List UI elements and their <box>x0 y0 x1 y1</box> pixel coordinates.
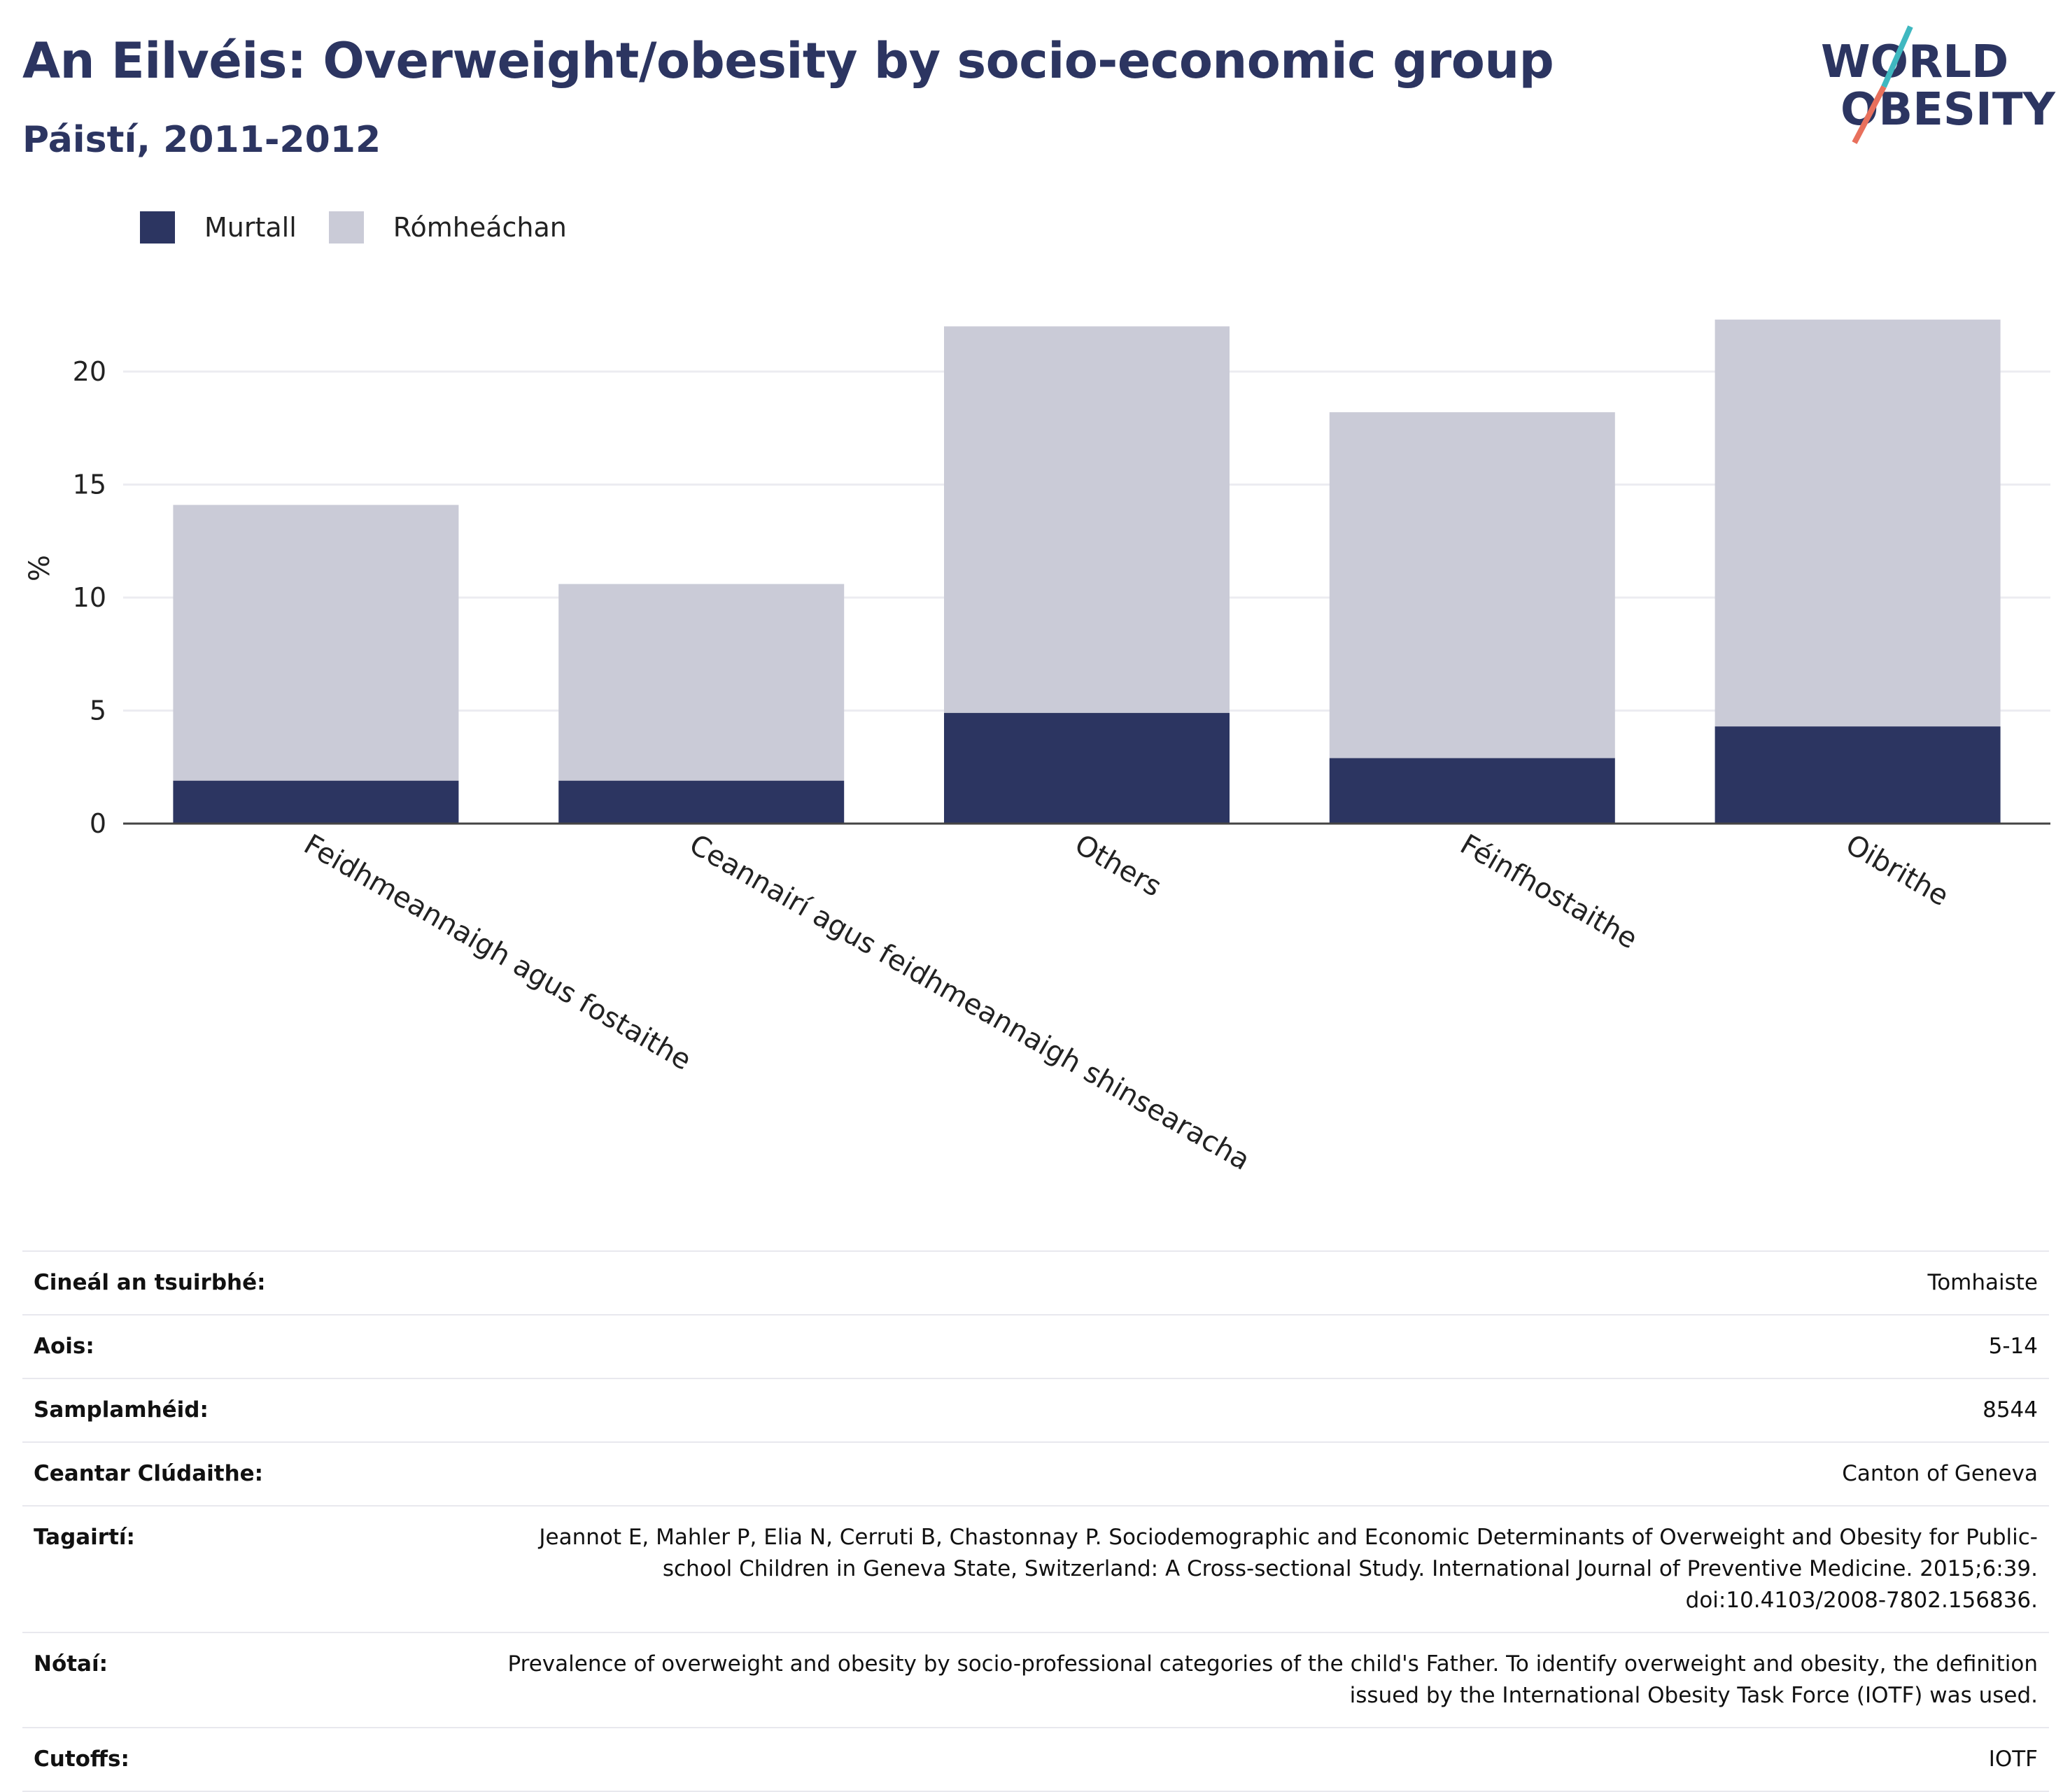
sample-size-value: 8544 <box>465 1378 2049 1442</box>
table-row: Aois: 5-14 <box>22 1314 2049 1378</box>
bar-overweight <box>173 505 459 781</box>
bar-obese <box>173 780 459 824</box>
sample-size-label: Samplamhéid: <box>22 1378 465 1442</box>
table-row: Cutoffs: IOTF <box>22 1727 2049 1792</box>
area-covered-label: Ceantar Clúdaithe: <box>22 1441 465 1506</box>
logo-line2: OBESITY <box>1840 84 2055 136</box>
area-covered-value: Canton of Geneva <box>465 1441 2049 1506</box>
legend-label-obese: Murtall <box>204 212 297 243</box>
y-tick-label: 20 <box>73 356 106 387</box>
legend: Murtall Rómheáchan <box>140 210 599 245</box>
notes-label: Nótaí: <box>22 1632 465 1728</box>
cutoffs-value: IOTF <box>465 1727 2049 1792</box>
y-tick-label: 15 <box>73 470 106 500</box>
bar-overweight <box>944 326 1230 713</box>
logo-accent-teal <box>1881 25 1913 88</box>
y-axis-label: % <box>24 555 56 581</box>
legend-swatch-obese <box>140 211 175 244</box>
bar-chart: 0 5 10 15 20% Feidhmeannaigh agus fostaitheCe… <box>24 319 2050 1176</box>
references-value: Jeannot E, Mahler P, Elia N, Cerruti B, … <box>465 1505 2049 1632</box>
cutoffs-label: Cutoffs: <box>22 1727 465 1792</box>
bar-obese <box>944 712 1230 824</box>
bar-overweight <box>558 584 845 781</box>
y-tick-label: 10 <box>73 582 106 613</box>
y-tick-label: 0 <box>90 808 106 839</box>
legend-label-overweight: Rómheáchan <box>393 212 567 243</box>
survey-details-table: Cineál an tsuirbhé: Tomhaiste Aois: 5-14… <box>22 1250 2049 1792</box>
chart-subtitle: Páistí, 2011-2012 <box>22 119 381 161</box>
notes-value: Prevalence of overweight and obesity by … <box>465 1632 2049 1728</box>
survey-type-label: Cineál an tsuirbhé: <box>22 1250 465 1315</box>
x-tick-label: Feidhmeannaigh agus fostaithe <box>298 828 696 1077</box>
world-obesity-logo: WORLD OBESITY <box>1821 25 2055 144</box>
table-row: Ceantar Clúdaithe: Canton of Geneva <box>22 1441 2049 1506</box>
x-tick-label: Féinfhostaithe <box>1455 828 1643 956</box>
logo-line1: WORLD <box>1821 36 2008 88</box>
logo-accent-coral <box>1852 85 1887 144</box>
table-row: Nótaí: Prevalence of overweight and obes… <box>22 1632 2049 1728</box>
age-value: 5-14 <box>465 1314 2049 1378</box>
legend-item-overweight[interactable]: Rómheáchan <box>328 211 567 244</box>
bar-obese <box>1715 726 2001 824</box>
table-row: Samplamhéid: 8544 <box>22 1378 2049 1442</box>
age-label: Aois: <box>22 1314 465 1378</box>
x-tick-label: Oibrithe <box>1840 828 1955 912</box>
table-row: Tagairtí: Jeannot E, Mahler P, Elia N, C… <box>22 1505 2049 1632</box>
legend-item-obese[interactable]: Murtall <box>140 211 297 244</box>
table-row: Cineál an tsuirbhé: Tomhaiste <box>22 1250 2049 1315</box>
bar-obese <box>558 780 845 824</box>
legend-swatch-overweight <box>328 211 364 244</box>
survey-type-value: Tomhaiste <box>465 1250 2049 1315</box>
x-tick-label: Others <box>1069 828 1167 903</box>
bar-obese <box>1329 758 1615 824</box>
y-tick-label: 5 <box>90 696 106 726</box>
references-label: Tagairtí: <box>22 1505 465 1632</box>
chart-title: An Eilvéis: Overweight/obesity by socio-… <box>22 32 1554 90</box>
bar-overweight <box>1329 412 1615 759</box>
x-tick-label: Ceannairí agus feidhmeannaigh shinsearac… <box>684 828 1255 1176</box>
bar-overweight <box>1715 319 2001 727</box>
